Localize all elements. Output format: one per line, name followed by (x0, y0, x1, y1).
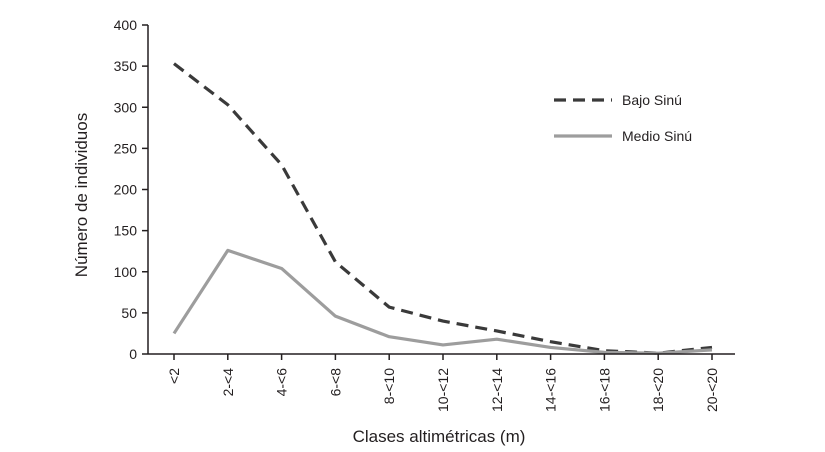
x-tick-label: 14-<16 (543, 368, 559, 412)
legend-label-1: Bajo Sinú (622, 92, 682, 108)
y-tick-label: 350 (114, 58, 138, 74)
x-tick-label: 4-<6 (274, 368, 290, 397)
y-tick-label: 300 (114, 99, 138, 115)
x-tick-label: 10-<12 (435, 368, 451, 412)
y-tick-label: 150 (114, 223, 138, 239)
y-tick-label: 100 (114, 264, 138, 280)
y-tick-label: 250 (114, 140, 138, 156)
axes (147, 25, 735, 355)
legend-label-2: Medio Sinú (622, 128, 692, 144)
y-axis-label: Número de individuos (72, 113, 91, 277)
y-tick-label: 200 (114, 182, 138, 198)
x-tick-label: <2 (166, 368, 182, 384)
x-tick-label: 6-<8 (327, 368, 343, 397)
x-tick-label: 20-<20 (704, 368, 720, 412)
x-ticks: <2 2-<4 4-<6 6-<8 8-<10 10-<12 12-<14 14-<16 16-… (166, 354, 720, 412)
y-ticks: 0 50 100 150 200 250 300 350 400 (114, 17, 148, 362)
x-axis-label: Clases altimétricas (m) (353, 427, 526, 446)
series-line-2 (172, 248, 713, 355)
series-layer (172, 62, 713, 355)
x-tick-label: 2-<4 (220, 368, 236, 397)
x-tick-label: 8-<10 (381, 368, 397, 404)
x-tick-label: 18-<20 (650, 368, 666, 412)
y-tick-label: 0 (129, 346, 137, 362)
y-tick-label: 400 (114, 17, 138, 33)
y-tick-label: 50 (121, 305, 137, 321)
legend: Bajo Sinú Medio Sinú (554, 92, 692, 144)
x-tick-label: 12-<14 (489, 368, 505, 412)
x-tick-label: 16-<18 (596, 368, 612, 412)
